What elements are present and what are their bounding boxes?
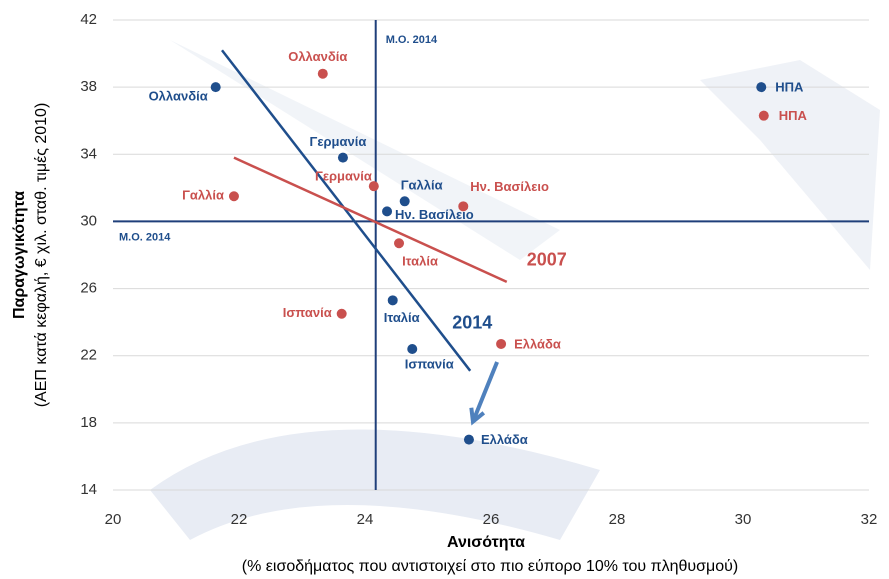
point-label: Ην. Βασίλειο <box>395 207 474 222</box>
x-axis-label: Ανισότητα <box>447 534 525 551</box>
data-point <box>394 238 405 249</box>
y-tick-label: 18 <box>80 414 97 431</box>
y-tick-label: 30 <box>80 212 97 229</box>
data-point <box>756 82 767 93</box>
point-label: Ισπανία <box>405 356 454 371</box>
data-point <box>387 295 398 306</box>
data-point <box>382 206 393 217</box>
x-tick-label: 22 <box>231 511 248 528</box>
x-axis-note: (% εισοδήματος που αντιστοιχεί στο πιο ε… <box>242 558 738 575</box>
mean-label: Μ.Ο. 2014 <box>119 231 171 243</box>
data-point <box>317 68 328 79</box>
trend-line <box>221 49 472 372</box>
y-tick-label: 26 <box>80 280 97 297</box>
point-label: Γερμανία <box>310 134 367 149</box>
y-axis-label: Παραγωγικότητα <box>11 191 28 319</box>
data-point <box>463 434 474 445</box>
trend-line <box>233 156 508 283</box>
mean-label: Μ.Ο. 2014 <box>386 34 438 46</box>
point-label: Γαλλία <box>182 188 224 203</box>
decor-swoosh <box>170 40 560 260</box>
change-arrow-head <box>469 407 486 426</box>
point-label: ΗΠΑ <box>775 80 804 95</box>
data-point <box>458 201 469 212</box>
x-tick-label: 32 <box>861 511 878 528</box>
change-arrow <box>471 361 499 423</box>
point-label: Γερμανία <box>315 169 372 184</box>
data-point <box>337 152 348 163</box>
point-label: Ελλάδα <box>514 336 561 351</box>
data-point <box>407 344 418 354</box>
data-point <box>210 82 221 93</box>
background-decoration <box>150 40 880 540</box>
data-point <box>496 338 507 349</box>
point-label: Ολλανδία <box>288 49 347 64</box>
data-point <box>758 110 769 121</box>
series-label: 2007 <box>527 250 567 270</box>
x-tick-label: 20 <box>105 511 122 528</box>
point-label: Ελλάδα <box>481 432 528 447</box>
series-label: 2014 <box>452 313 492 333</box>
point-label: Ολλανδία <box>149 89 208 104</box>
point-label: Ην. Βασίλειο <box>470 179 549 194</box>
x-tick-label: 30 <box>735 511 752 528</box>
y-tick-label: 14 <box>80 481 97 498</box>
y-tick-label: 22 <box>80 347 97 364</box>
y-tick-label: 38 <box>80 78 97 95</box>
y-axis-note: (ΑΕΠ κατά κεφαλή, € χιλ. σταθ. τιμές 201… <box>33 103 50 408</box>
decor-swoosh <box>700 60 880 270</box>
point-label: Ιταλία <box>384 310 420 325</box>
data-point <box>336 308 347 319</box>
y-tick-label: 42 <box>80 11 97 28</box>
x-tick-label: 28 <box>609 511 626 528</box>
data-point <box>368 181 379 192</box>
x-tick-label: 26 <box>483 511 500 528</box>
data-point <box>228 191 239 202</box>
point-label: Γαλλία <box>401 178 443 193</box>
point-label: Ιταλία <box>402 254 438 269</box>
point-label: Ισπανία <box>283 305 332 320</box>
x-tick-label: 24 <box>357 511 374 528</box>
y-tick-label: 34 <box>80 145 97 162</box>
data-point <box>399 196 410 207</box>
point-label: ΗΠΑ <box>779 108 808 123</box>
